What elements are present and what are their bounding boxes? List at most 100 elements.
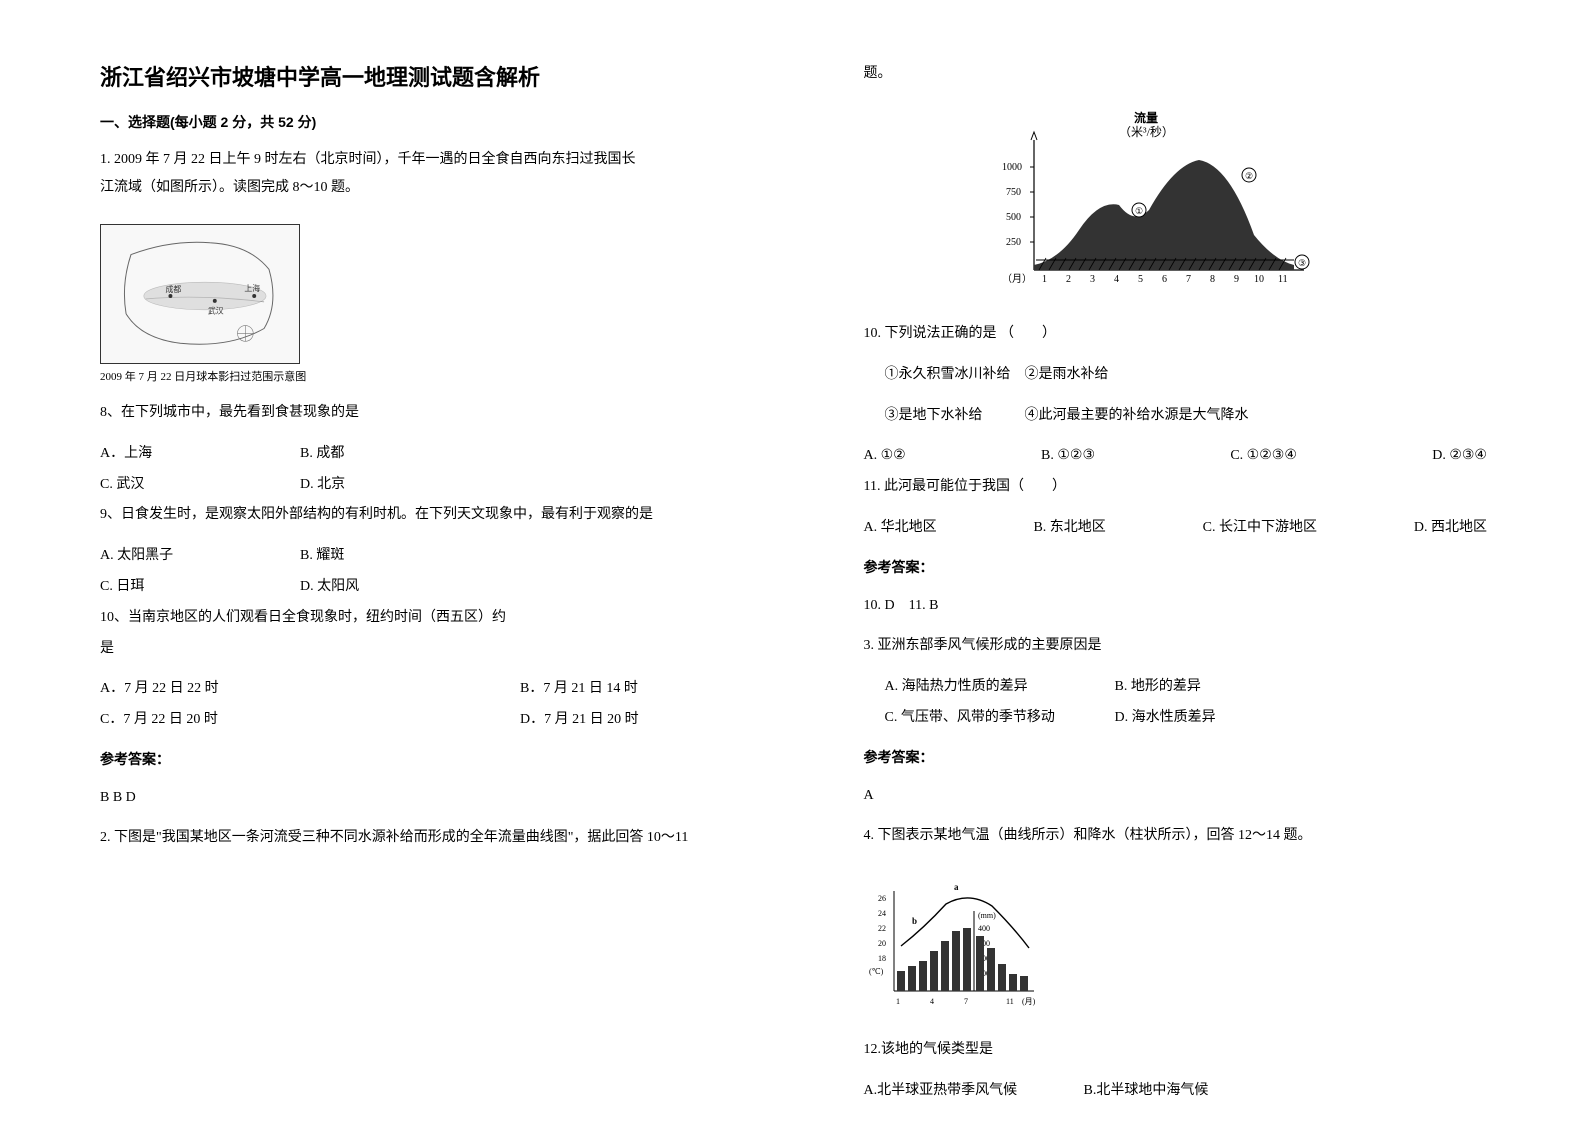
q2-cont: 题。	[864, 60, 1488, 88]
q8-opt-d: D. 北京	[300, 470, 345, 501]
q8-opt-c: C. 武汉	[100, 470, 300, 501]
q3-d: D. 海水性质差异	[1094, 703, 1216, 734]
svg-text:1: 1	[896, 997, 900, 1006]
q3-b: B. 地形的差异	[1094, 672, 1201, 703]
q11-options: A. 华北地区 B. 东北地区 C. 长江中下游地区 D. 西北地区	[864, 513, 1488, 544]
q9-opt-a: A. 太阳黑子	[100, 541, 300, 572]
section-header: 一、选择题(每小题 2 分，共 52 分)	[100, 112, 724, 132]
answer-label-2: 参考答案：	[864, 552, 1488, 583]
q4-intro: 4. 下图表示某地气温（曲线所示）和降水（柱状所示），回答 12～14 题。	[864, 821, 1488, 852]
river-chart-figure: 流量 （米³/秒） 250 500 750 1000	[984, 110, 1314, 305]
q8-opt-b: B. 成都	[300, 439, 344, 470]
answer-label-3: 参考答案：	[864, 742, 1488, 773]
q9-opt-b: B. 耀斑	[300, 541, 344, 572]
svg-text:250: 250	[1006, 237, 1021, 248]
q9-opt-c: C. 日珥	[100, 572, 300, 603]
svg-text:②: ②	[1245, 171, 1253, 181]
svg-text:500: 500	[1006, 212, 1021, 223]
q12: 12.该地的气候类型是	[864, 1035, 1488, 1066]
q1-line2: 江流域（如图所示）。读图完成 8～10 题。	[100, 180, 359, 195]
svg-text:①: ①	[1135, 206, 1143, 216]
svg-text:(mm): (mm)	[978, 911, 996, 920]
svg-text:26: 26	[878, 894, 886, 903]
svg-text:10: 10	[1254, 274, 1264, 285]
q3-options-2: C. 气压带、风带的季节移动 D. 海水性质差异	[864, 703, 1488, 734]
svg-text:1: 1	[1042, 274, 1047, 285]
svg-text:7: 7	[964, 997, 968, 1006]
svg-text:③: ③	[1298, 258, 1306, 268]
q9-opt-d: D. 太阳风	[300, 572, 359, 603]
q10r-sub2: ③是地下水补给 ④此河最主要的补给水源是大气降水	[864, 401, 1488, 432]
q2-intro: 2. 下图是"我国某地区一条河流受三种不同水源补给而形成的全年流量曲线图"，据此…	[100, 824, 724, 852]
q9-options-2: C. 日珥 D. 太阳风	[100, 572, 724, 603]
q10r-options: A. ①② B. ①②③ C. ①②③④ D. ②③④	[864, 441, 1488, 472]
svg-text:上海: 上海	[244, 283, 260, 293]
q10r-b: B. ①②③	[1041, 441, 1095, 472]
q11-b: B. 东北地区	[1033, 513, 1105, 544]
q1-line1: 1. 2009 年 7 月 22 日上午 9 时左右（北京时间），千年一遇的日全…	[100, 152, 636, 167]
q9-options-1: A. 太阳黑子 B. 耀斑	[100, 541, 724, 572]
svg-text:成都: 成都	[166, 284, 182, 294]
svg-text:24: 24	[878, 909, 886, 918]
river-chart-svg: 流量 （米³/秒） 250 500 750 1000	[984, 110, 1314, 300]
q10r: 10. 下列说法正确的是 （ ）	[864, 319, 1488, 350]
q10r-d: D. ②③④	[1432, 441, 1487, 472]
q10-line2: 是	[100, 641, 114, 656]
right-column: 题。 流量 （米³/秒） 250 500 750 1000	[794, 0, 1587, 1122]
q10-options-2: C．7 月 22 日 20 时 D．7 月 21 日 20 时	[100, 705, 724, 736]
svg-text:(℃): (℃)	[869, 967, 884, 976]
map-image: 成都 武汉 上海	[100, 224, 300, 364]
q12-a: A.北半球亚热带季风气候	[864, 1076, 1084, 1107]
q11: 11. 此河最可能位于我国（ ）	[864, 472, 1488, 503]
svg-text:750: 750	[1006, 187, 1021, 198]
q8: 8、在下列城市中，最先看到食甚现象的是	[100, 398, 724, 429]
q3: 3. 亚洲东部季风气候形成的主要原因是	[864, 631, 1488, 662]
svg-text:22: 22	[878, 924, 886, 933]
answer-3: A	[864, 781, 1488, 812]
answer-label-1: 参考答案：	[100, 744, 724, 775]
svg-text:11: 11	[1006, 997, 1014, 1006]
figure-map: 成都 武汉 上海 2009 年 7 月 22 日月球本影扫过范围示意图	[100, 224, 306, 384]
svg-text:1000: 1000	[1002, 162, 1022, 173]
svg-text:武汉: 武汉	[208, 306, 224, 316]
q10-line1: 10、当南京地区的人们观看日全食现象时，纽约时间（西五区）约	[100, 610, 506, 625]
page-container: 浙江省绍兴市坡塘中学高一地理测试题含解析 一、选择题(每小题 2 分，共 52 …	[0, 0, 1587, 1122]
q3-a: A. 海陆热力性质的差异	[864, 672, 1094, 703]
svg-text:11: 11	[1278, 274, 1288, 285]
svg-text:8: 8	[1210, 274, 1215, 285]
q10-opt-b: B．7 月 21 日 14 时	[520, 674, 638, 705]
svg-text:6: 6	[1162, 274, 1167, 285]
q10r-sub1: ①永久积雪冰川补给 ②是雨水补给	[864, 360, 1488, 391]
q9: 9、日食发生时，是观察太阳外部结构的有利时机。在下列天文现象中，最有利于观察的是	[100, 500, 724, 531]
q3-options-1: A. 海陆热力性质的差异 B. 地形的差异	[864, 672, 1488, 703]
svg-text:7: 7	[1186, 274, 1191, 285]
figure-caption: 2009 年 7 月 22 日月球本影扫过范围示意图	[100, 368, 306, 384]
q10r-c: C. ①②③④	[1230, 441, 1297, 472]
svg-text:9: 9	[1234, 274, 1239, 285]
q8-options-1: A．上海 B. 成都	[100, 439, 724, 470]
q8-opt-a: A．上海	[100, 439, 300, 470]
svg-text:b: b	[912, 916, 917, 926]
q10-options-1: A．7 月 22 日 22 时 B．7 月 21 日 14 时	[100, 674, 724, 705]
answer-2: 10. D 11. B	[864, 591, 1488, 622]
svg-text:a: a	[954, 882, 959, 892]
climate-chart-svg: 26 24 22 20 18 (℃) (mm) 400 300 200 100	[864, 876, 1064, 1016]
svg-text:3: 3	[1090, 274, 1095, 285]
q11-c: C. 长江中下游地区	[1203, 513, 1317, 544]
svg-text:4: 4	[1114, 274, 1119, 285]
svg-text:流量: 流量	[1134, 110, 1158, 125]
svg-text:4: 4	[930, 997, 934, 1006]
svg-text:20: 20	[878, 939, 886, 948]
q3-c: C. 气压带、风带的季节移动	[864, 703, 1094, 734]
q11-a: A. 华北地区	[864, 513, 937, 544]
document-title: 浙江省绍兴市坡塘中学高一地理测试题含解析	[100, 60, 724, 92]
q10-opt-a: A．7 月 22 日 22 时	[100, 674, 520, 705]
q10: 10、当南京地区的人们观看日全食现象时，纽约时间（西五区）约 是	[100, 603, 724, 665]
q1-intro: 1. 2009 年 7 月 22 日上午 9 时左右（北京时间），千年一遇的日全…	[100, 146, 724, 202]
svg-text:(月): (月)	[1022, 997, 1036, 1006]
answer-1: B B D	[100, 783, 724, 814]
svg-text:18: 18	[878, 954, 886, 963]
svg-text:（米³/秒）: （米³/秒）	[1119, 125, 1174, 139]
q10r-a: A. ①②	[864, 441, 906, 472]
climate-chart-figure: 26 24 22 20 18 (℃) (mm) 400 300 200 100	[864, 876, 1064, 1021]
